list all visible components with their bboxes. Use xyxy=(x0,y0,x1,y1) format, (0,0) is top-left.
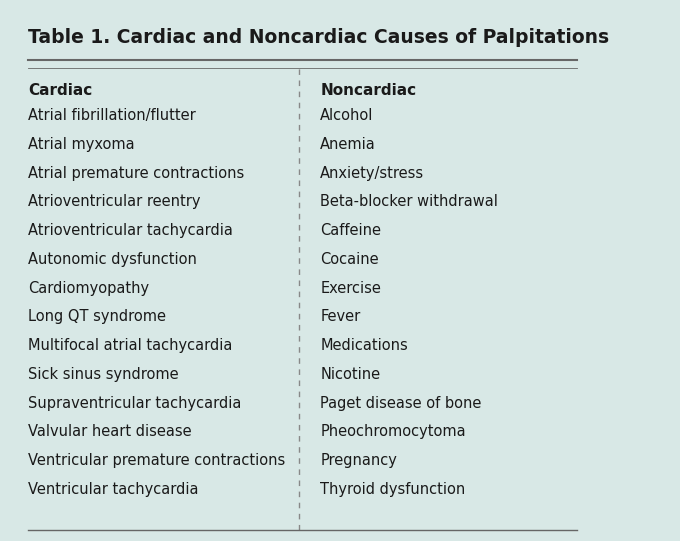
Text: Noncardiac: Noncardiac xyxy=(320,83,416,98)
Text: Table 1. Cardiac and Noncardiac Causes of Palpitations: Table 1. Cardiac and Noncardiac Causes o… xyxy=(28,28,609,47)
Text: Cardiomyopathy: Cardiomyopathy xyxy=(28,281,149,295)
Text: Autonomic dysfunction: Autonomic dysfunction xyxy=(28,252,197,267)
Text: Atrial fibrillation/flutter: Atrial fibrillation/flutter xyxy=(28,108,196,123)
Text: Valvular heart disease: Valvular heart disease xyxy=(28,425,192,439)
Text: Cardiac: Cardiac xyxy=(28,83,92,98)
Text: Ventricular premature contractions: Ventricular premature contractions xyxy=(28,453,286,468)
Text: Supraventricular tachycardia: Supraventricular tachycardia xyxy=(28,395,241,411)
Text: Thyroid dysfunction: Thyroid dysfunction xyxy=(320,482,466,497)
Text: Sick sinus syndrome: Sick sinus syndrome xyxy=(28,367,179,382)
Text: Pheochromocytoma: Pheochromocytoma xyxy=(320,425,466,439)
Text: Long QT syndrome: Long QT syndrome xyxy=(28,309,166,325)
Text: Alcohol: Alcohol xyxy=(320,108,374,123)
Text: Ventricular tachycardia: Ventricular tachycardia xyxy=(28,482,199,497)
Text: Atrial myxoma: Atrial myxoma xyxy=(28,137,135,152)
Text: Paget disease of bone: Paget disease of bone xyxy=(320,395,481,411)
Text: Nicotine: Nicotine xyxy=(320,367,380,382)
Text: Atrioventricular reentry: Atrioventricular reentry xyxy=(28,194,201,209)
Text: Cocaine: Cocaine xyxy=(320,252,379,267)
Text: Atrial premature contractions: Atrial premature contractions xyxy=(28,166,244,181)
Text: Exercise: Exercise xyxy=(320,281,381,295)
Text: Fever: Fever xyxy=(320,309,360,325)
Text: Multifocal atrial tachycardia: Multifocal atrial tachycardia xyxy=(28,338,233,353)
Text: Atrioventricular tachycardia: Atrioventricular tachycardia xyxy=(28,223,233,238)
Text: Medications: Medications xyxy=(320,338,408,353)
Text: Anxiety/stress: Anxiety/stress xyxy=(320,166,424,181)
Text: Beta-blocker withdrawal: Beta-blocker withdrawal xyxy=(320,194,498,209)
Text: Pregnancy: Pregnancy xyxy=(320,453,397,468)
Text: Caffeine: Caffeine xyxy=(320,223,381,238)
Text: Anemia: Anemia xyxy=(320,137,376,152)
